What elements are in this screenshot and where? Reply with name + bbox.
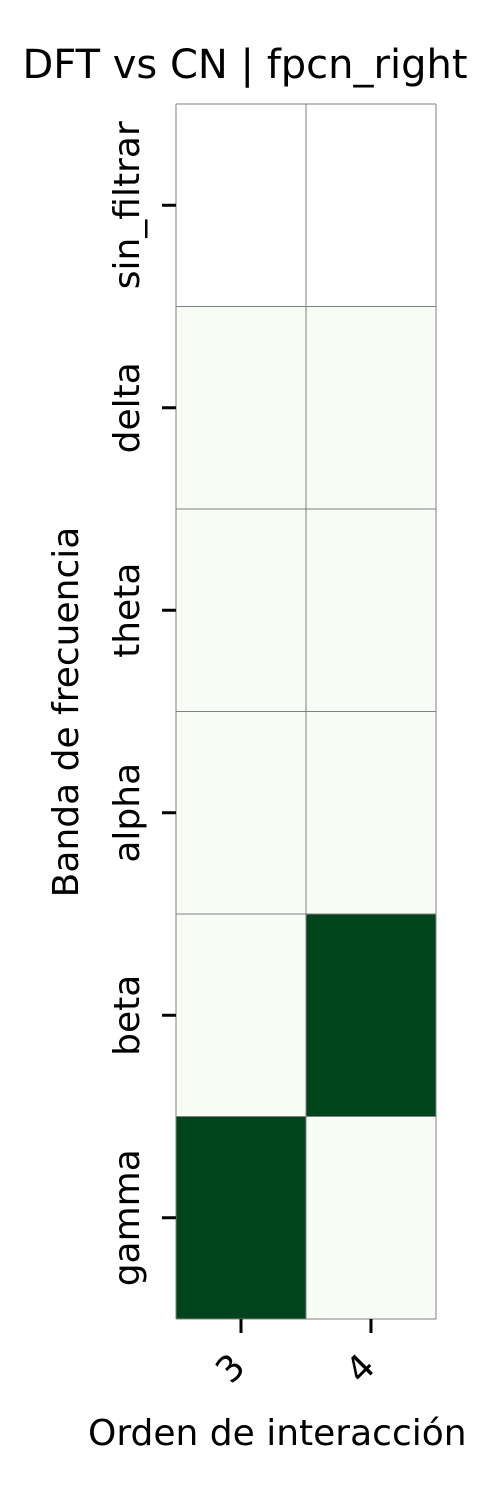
- heatmap-gridlines: [175, 103, 437, 1320]
- heatmap-cell-gamma-4: [306, 1116, 436, 1319]
- heatmap-cell-sin_filtrar-3: [176, 104, 306, 307]
- heatmap-cell-theta-3: [176, 509, 306, 712]
- heatmap-cell-alpha-3: [176, 711, 306, 914]
- heatmap-cell-beta-4: [306, 914, 436, 1117]
- heatmap-cell-delta-4: [306, 306, 436, 509]
- y-tick-label-alpha: alpha: [107, 763, 148, 863]
- heatmap-cells: [176, 104, 436, 1319]
- y-axis-label: Banda de frecuencia: [46, 527, 87, 898]
- heatmap-cell-delta-3: [176, 306, 306, 509]
- heatmap-cell-gamma-3: [176, 1116, 306, 1319]
- y-tick-label-sin_filtrar: sin_filtrar: [107, 121, 148, 289]
- y-tick-label-delta: delta: [107, 362, 148, 453]
- chart-title: DFT vs CN | fpcn_right: [22, 42, 467, 88]
- y-tick-label-gamma: gamma: [107, 1149, 148, 1286]
- y-tick-label-theta: theta: [107, 563, 148, 658]
- heatmap-cell-sin_filtrar-4: [306, 104, 436, 307]
- heatmap-cell-theta-4: [306, 509, 436, 712]
- x-tick-label-3: 3: [208, 1346, 253, 1391]
- heatmap-cell-beta-3: [176, 914, 306, 1117]
- x-tick-label-4: 4: [338, 1346, 383, 1391]
- y-tick-label-beta: beta: [107, 975, 148, 1056]
- heatmap-cell-alpha-4: [306, 711, 436, 914]
- x-axis-label: Orden de interacción: [88, 1413, 467, 1454]
